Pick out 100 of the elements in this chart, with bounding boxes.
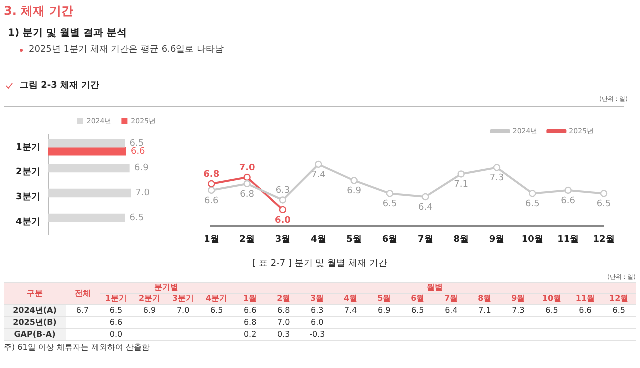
x-tick-label: 6월 <box>382 234 398 245</box>
x-tick-label: 10월 <box>522 234 544 245</box>
text: 2025년 1분기 체재 기간은 평균 6.6일로 나타남 <box>29 44 224 56</box>
point <box>529 190 536 198</box>
caption: 그림 2-3 체재 기간 <box>20 80 100 92</box>
x-tick-label: 6월 <box>401 294 435 304</box>
point <box>458 170 465 178</box>
x-tick-label: 1분기 <box>100 294 134 304</box>
point <box>208 186 216 194</box>
data-label: 6.9 <box>133 305 167 316</box>
y-tick-label: 3분기 <box>16 192 40 203</box>
chart-subtitle: 1) 분기 및 월별 결과 분석 <box>8 27 127 40</box>
x-tick-label: 7월 <box>418 234 434 245</box>
text: 주) 61일 이상 체류자는 제외하여 산출함 <box>4 343 152 353</box>
data-label: 7.0 <box>136 188 150 199</box>
x-tick-label: 3분기 <box>166 294 200 304</box>
y-axis-title: 구분 <box>4 283 66 304</box>
point <box>279 206 287 214</box>
x-tick-label: 12월 <box>602 294 636 304</box>
data-label: 6.0 <box>274 216 291 226</box>
point <box>315 160 322 168</box>
x-tick-label: 5월 <box>368 294 402 304</box>
data-label: 0.3 <box>267 329 301 340</box>
data-label: 6.6 <box>234 305 268 316</box>
y-tick-label: 2분기 <box>16 168 40 178</box>
data-label: 7.1 <box>454 180 468 190</box>
x-tick-label: 8월 <box>454 234 469 245</box>
x-tick-label: 2분기 <box>133 294 167 304</box>
data-label: 7.4 <box>334 305 368 316</box>
data-label: 0.2 <box>234 329 268 340</box>
data-label: 7.3 <box>502 305 536 316</box>
x-tick-label: 7월 <box>434 294 468 304</box>
data-label: 7.4 <box>311 170 326 180</box>
text: 분기별 <box>100 283 234 293</box>
data-label: 6.5 <box>130 213 144 224</box>
x-tick-label: 9월 <box>489 234 505 245</box>
point <box>279 196 287 204</box>
x-tick-label: 11월 <box>568 294 602 304</box>
y-tick-label: 4분기 <box>16 217 40 228</box>
x-tick-label: 1월 <box>234 294 268 304</box>
point <box>493 164 501 172</box>
x-tick-label: 2월 <box>267 294 301 304</box>
point <box>600 190 608 198</box>
data-label: 6.7 <box>66 305 100 316</box>
data-label: 6.8 <box>234 317 268 328</box>
data-label: 6.9 <box>134 164 150 174</box>
x-tick-label: 4월 <box>334 294 368 304</box>
x-tick-label: 전체 <box>66 283 100 304</box>
x-tick-label: 10월 <box>535 294 569 304</box>
data-label: 6.8 <box>240 190 255 200</box>
point <box>386 190 394 198</box>
data-label: 6.6 <box>568 305 602 316</box>
data-label: 6.3 <box>300 305 334 316</box>
data-label: 6.5 <box>596 200 612 210</box>
y-tick-label: 1분기 <box>16 142 40 153</box>
x-tick-label: 1월 <box>204 234 220 245</box>
data-label: 6.6 <box>561 196 576 206</box>
data-label: 6.5 <box>535 305 569 316</box>
data-label: 6.5 <box>602 305 636 316</box>
data-label: 6.4 <box>434 305 468 316</box>
data-label: 6.5 <box>100 305 134 316</box>
y-tick-label: 2025년(B) <box>4 317 66 328</box>
x-tick-label: 3월 <box>300 294 334 304</box>
x-tick-label: 8월 <box>468 294 502 304</box>
x-tick-label: 4분기 <box>200 294 234 304</box>
point <box>350 177 358 184</box>
data-label: 6.4 <box>418 202 434 213</box>
x-tick-label: 9월 <box>502 294 536 304</box>
data-label: 7.3 <box>490 174 504 184</box>
data-label: 6.8 <box>267 305 301 316</box>
data-label: 6.5 <box>200 305 234 316</box>
data-label: 7.0 <box>166 305 200 316</box>
data-label: 6.6 <box>130 146 146 157</box>
data-label: 6.6 <box>204 196 220 206</box>
data-label: 6.3 <box>276 186 290 196</box>
chart-title: 3. 체재 기간 <box>4 3 74 20</box>
data-label: 6.5 <box>130 138 144 149</box>
data-label: 6.6 <box>100 317 134 328</box>
data-label: 6.9 <box>368 305 402 316</box>
data-label: 6.5 <box>382 200 398 210</box>
data-label: 6.5 <box>525 200 540 210</box>
point <box>422 193 430 201</box>
point <box>244 180 251 188</box>
data-label: 7.0 <box>267 317 301 328</box>
x-tick-label: 11월 <box>558 234 580 245</box>
x-tick-label: 5월 <box>346 234 362 245</box>
data-label: 7.0 <box>239 163 256 174</box>
data-label: 7.1 <box>468 305 502 316</box>
point <box>208 180 216 188</box>
data-label: 0.0 <box>100 329 134 340</box>
x-tick-label: 12월 <box>593 234 615 245</box>
x-tick-label: 2월 <box>240 234 255 245</box>
data-label: 6.0 <box>300 317 334 328</box>
y-tick-label: GAP(B-A) <box>4 329 66 340</box>
data-label: 6.8 <box>204 170 220 180</box>
data-label: 6.9 <box>347 186 362 197</box>
x-tick-label: 4월 <box>311 234 326 245</box>
x-tick-label: 3월 <box>275 234 291 245</box>
point <box>564 186 572 194</box>
data-label: -0.3 <box>300 329 334 340</box>
